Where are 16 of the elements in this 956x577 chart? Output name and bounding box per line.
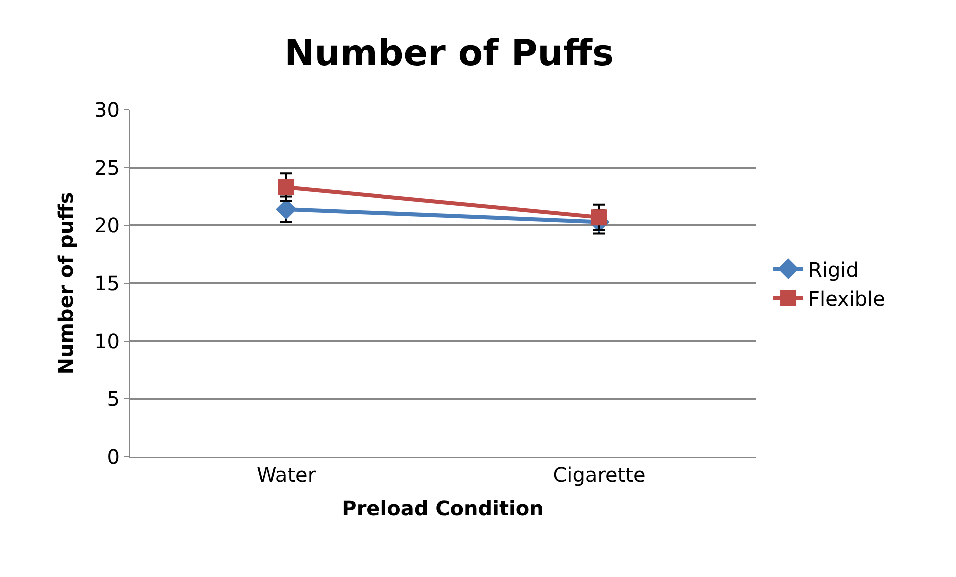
y-tick-label: 30: [94, 98, 120, 122]
point: [278, 180, 294, 196]
y-tick-label: 10: [94, 329, 120, 354]
y-tick-label: 15: [94, 272, 120, 296]
y-axis-title: Number of puffs: [54, 192, 78, 375]
x-tick-label: Water: [256, 463, 317, 487]
chart-title: Number of Puffs: [284, 34, 614, 75]
y-tick-label: 25: [94, 156, 120, 180]
legend-label: Rigid: [808, 258, 859, 282]
x-axis-title: Preload Condition: [342, 496, 544, 520]
y-tick-label: 0: [107, 445, 120, 469]
legend-label: Flexible: [808, 286, 886, 311]
y-tick-label: 5: [107, 387, 120, 412]
y-tick-label: 20: [94, 214, 120, 238]
point: [592, 210, 608, 226]
x-tick-label: Cigarette: [553, 463, 646, 487]
